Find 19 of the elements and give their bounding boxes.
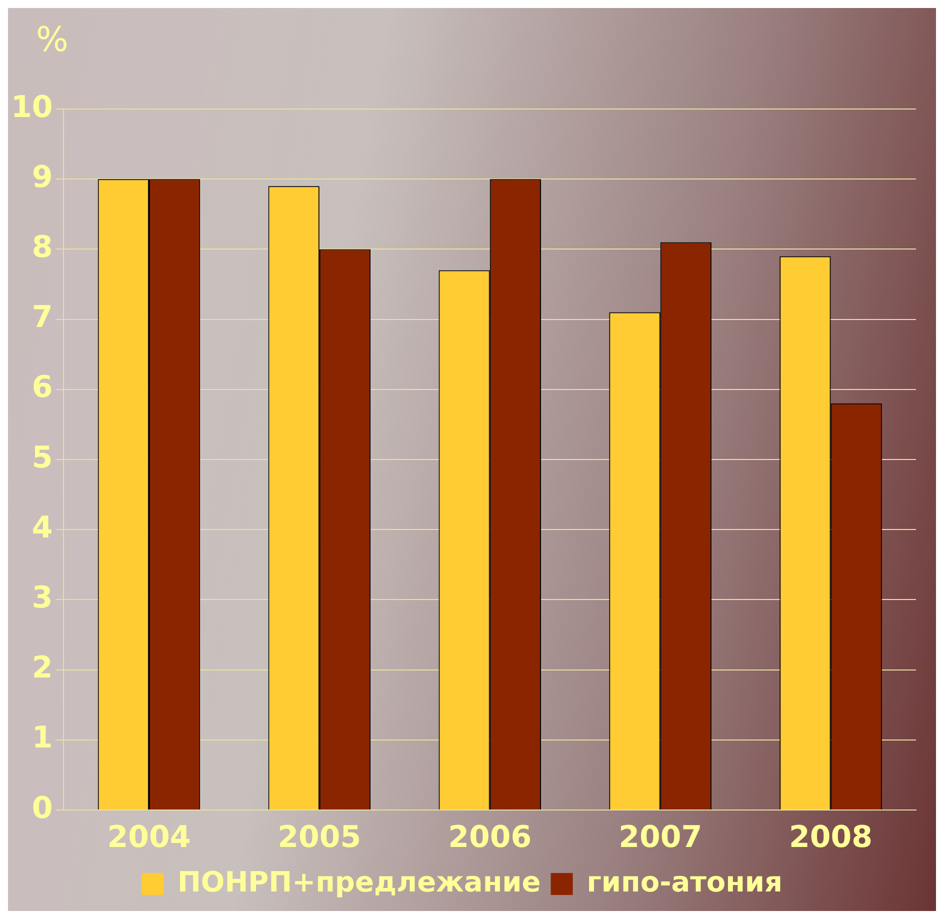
y-tick-label: 6 bbox=[32, 370, 53, 406]
y-tick-label: 5 bbox=[32, 440, 53, 476]
y-tick-label: 3 bbox=[32, 580, 53, 616]
y-tick-label: 2 bbox=[32, 650, 53, 686]
y-tick-label: 10 bbox=[11, 90, 53, 125]
y-axis-title: % bbox=[36, 20, 68, 60]
y-tick-label: 1 bbox=[32, 720, 53, 756]
y-tick-label: 4 bbox=[32, 510, 53, 546]
x-tick-label: 2004 bbox=[107, 820, 191, 855]
x-tick-label: 2005 bbox=[278, 820, 362, 855]
y-tick-label: 9 bbox=[32, 160, 53, 195]
legend-label: гипо-атония bbox=[586, 865, 783, 898]
y-tick-label: 8 bbox=[32, 230, 53, 265]
y-tick-label: 7 bbox=[32, 300, 53, 336]
x-tick-label: 2007 bbox=[618, 820, 702, 855]
x-tick-label: 2006 bbox=[448, 820, 532, 855]
legend-label: ПОНРП+предлежание bbox=[177, 865, 541, 898]
y-tick-label: 0 bbox=[32, 790, 53, 826]
x-tick-label: 2008 bbox=[789, 820, 873, 855]
